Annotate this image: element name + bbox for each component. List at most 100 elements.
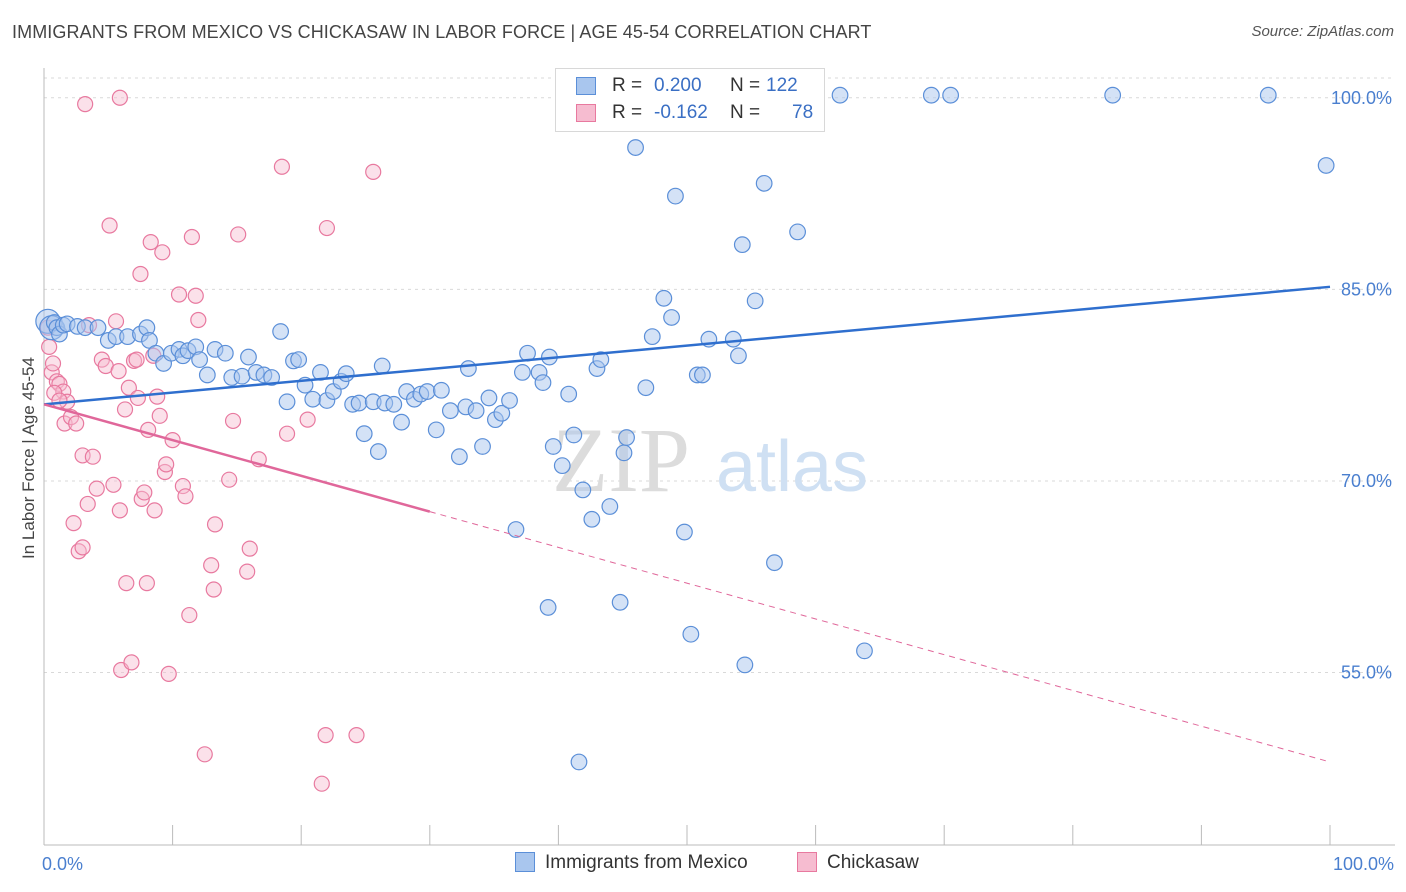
mexico-point (385, 395, 403, 413)
y-tick-label: 70.0% (1341, 471, 1392, 491)
mexico-points (35, 86, 1335, 771)
chickasaw-point (77, 96, 94, 113)
chickasaw-point (177, 488, 194, 505)
mexico-trend-line (43, 285, 1331, 406)
chickasaw-point (110, 363, 127, 380)
mexico-point (942, 86, 960, 104)
mexico-point (553, 457, 571, 475)
chickasaw-point (348, 727, 365, 744)
chickasaw-point (136, 484, 153, 501)
chickasaw-point (170, 286, 188, 303)
chickasaw-point (132, 265, 149, 283)
mexico-point (427, 421, 445, 439)
mexico-point (856, 642, 873, 660)
legend-n-value: 122 (766, 75, 798, 96)
mexico-point (369, 443, 387, 460)
mexico-point (290, 351, 308, 369)
mexico-point (724, 330, 742, 348)
y-tick-label: 55.0% (1341, 663, 1392, 683)
mexico-point (667, 187, 684, 205)
trend-lines (43, 285, 1331, 763)
mexico-point (1104, 86, 1122, 104)
bottom-legend-chickasaw: Chickasaw (797, 852, 919, 874)
mexico-point (441, 402, 459, 420)
bottom-legend-swatch-mexico (515, 852, 535, 872)
legend-r-label: R = (612, 102, 643, 123)
mexico-point (493, 404, 511, 422)
chickasaw-point (107, 313, 125, 330)
mexico-point (501, 392, 518, 409)
chickasaw-point (181, 606, 198, 624)
chickasaw-point (183, 228, 200, 246)
mexico-point (474, 438, 491, 455)
chickasaw-point (116, 401, 134, 418)
chickasaw-point (68, 415, 85, 432)
watermark: ZIP atlas (552, 409, 868, 511)
mexico-point (655, 289, 673, 307)
mexico-point (755, 174, 773, 192)
legend-r-value: -0.162 (654, 102, 708, 123)
mexico-point (682, 625, 700, 643)
chickasaw-point (187, 287, 204, 304)
chickasaw-point (174, 477, 191, 495)
mexico-point (534, 374, 552, 392)
mexico-point (676, 523, 693, 541)
chickasaw-point (203, 557, 220, 574)
mexico-point (627, 139, 644, 156)
chickasaw-point (118, 575, 135, 592)
mexico-point (643, 328, 661, 346)
chickasaw-point (84, 448, 101, 465)
mexico-point (618, 429, 635, 446)
mexico-point (233, 367, 251, 385)
mexico-point (513, 363, 531, 381)
mexico-point (601, 498, 619, 515)
mexico-point (263, 369, 281, 386)
mexico-point (922, 86, 940, 104)
mexico-point (637, 379, 655, 397)
mexico-point (373, 357, 391, 375)
chickasaw-points (39, 89, 382, 792)
source-credit: Source: ZipAtlas.com (1251, 23, 1394, 40)
grid-layer (44, 77, 1395, 674)
chickasaw-point (149, 388, 166, 405)
x-tick-label: 100.0% (1333, 854, 1394, 874)
chickasaw-point (128, 351, 145, 368)
mexico-point (565, 426, 583, 444)
mexico-point (432, 381, 450, 399)
chickasaw-point (190, 311, 207, 329)
mexico-point (507, 521, 525, 538)
mexico-point (583, 510, 601, 528)
chickasaw-point (158, 456, 175, 473)
mexico-point (459, 360, 477, 377)
mexico-point (574, 481, 592, 499)
mexico-point (355, 425, 373, 443)
chickasaw-point (138, 575, 155, 592)
chickasaw-point (111, 502, 128, 519)
chickasaw-point (154, 244, 171, 261)
chickasaw-point (196, 746, 213, 763)
chickasaw-trend-extension (429, 511, 1331, 763)
mexico-point (337, 365, 355, 383)
mexico-point (480, 389, 498, 407)
chickasaw-point (56, 415, 73, 432)
mexico-point (746, 292, 764, 310)
mexico-point (1259, 86, 1277, 104)
chickasaw-point (221, 471, 238, 488)
mexico-point (89, 319, 107, 337)
chickasaw-point (313, 775, 330, 792)
mexico-point (393, 413, 410, 431)
chickasaw-point (74, 539, 91, 556)
bottom-legend-swatch-chickasaw (797, 852, 817, 872)
mexico-point (611, 593, 629, 611)
mexico-point (216, 344, 234, 362)
mexico-point (615, 444, 633, 462)
chickasaw-point (146, 502, 163, 519)
chickasaw-point (273, 158, 291, 175)
mexico-point (733, 236, 751, 254)
chickasaw-point (101, 217, 118, 234)
mexico-point (278, 393, 296, 411)
chickasaw-point (51, 392, 68, 409)
mexico-point (766, 554, 783, 572)
chickasaw-point (65, 515, 82, 532)
